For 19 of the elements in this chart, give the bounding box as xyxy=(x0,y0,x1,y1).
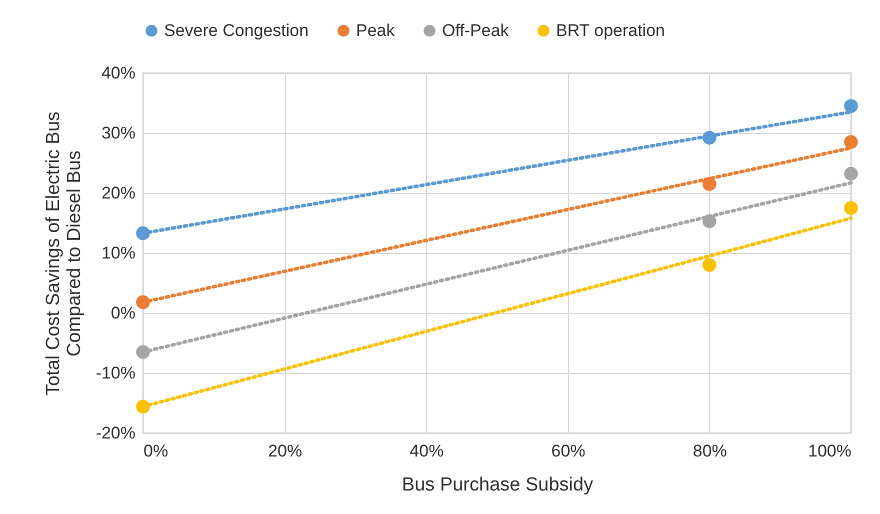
y-tick-label: 40% xyxy=(101,64,136,82)
y-tick-label: -10% xyxy=(96,364,136,382)
x-tick-label: 80% xyxy=(692,442,727,460)
y-tick-label: -20% xyxy=(96,424,136,442)
x-tick-label: 40% xyxy=(410,442,444,460)
y-tick-label: 30% xyxy=(101,124,136,142)
legend-label: BRT operation xyxy=(556,20,665,40)
x-tick-label: 0% xyxy=(144,442,168,460)
legend-label: Peak xyxy=(356,20,396,40)
x-tick-label: 20% xyxy=(268,442,302,460)
legend-label: Off-Peak xyxy=(442,20,510,40)
x-tick-label: 60% xyxy=(551,442,586,460)
y-tick-label: 10% xyxy=(101,244,136,262)
legend-label: Severe Congestion xyxy=(164,20,309,40)
x-axis-title: Bus Purchase Subsidy xyxy=(402,474,594,496)
y-axis-title: Total Cost Savings of Electric Bus Compared to Diesel Bus xyxy=(42,111,85,396)
y-tick-label: 20% xyxy=(101,184,136,202)
x-tick-label: 100% xyxy=(808,442,852,460)
y-tick-label: 0% xyxy=(110,304,136,322)
